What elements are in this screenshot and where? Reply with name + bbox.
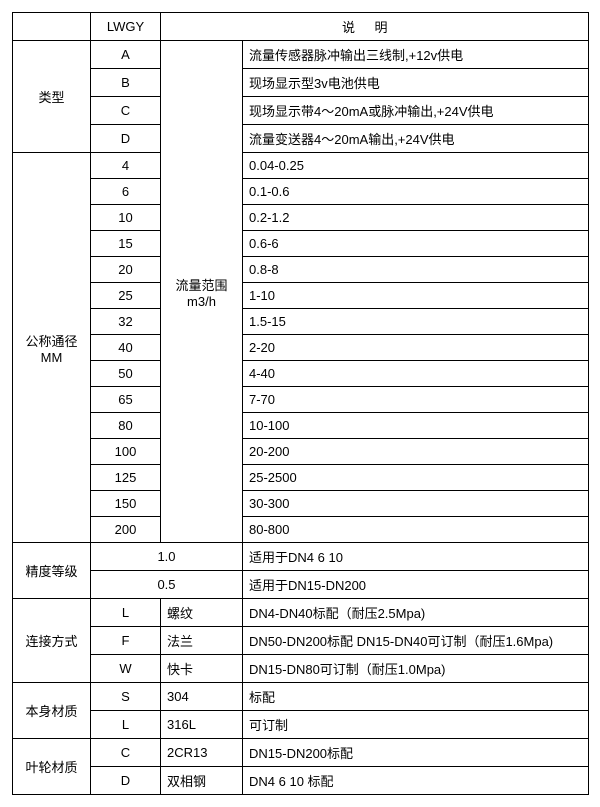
diameter-dn: 80 [91, 413, 161, 439]
header-description: 说明 [161, 13, 589, 41]
body-material-code: L [91, 711, 161, 739]
diameter-dn: 150 [91, 491, 161, 517]
type-desc: 现场显示带4～20mA或脉冲输出,+24V供电 [243, 97, 589, 125]
type-code: B [91, 69, 161, 97]
connection-code: W [91, 655, 161, 683]
body-material-desc: 标配 [243, 683, 589, 711]
flow-range-label-line2: m3/h [187, 294, 216, 309]
connection-code: F [91, 627, 161, 655]
type-desc: 流量传感器脉冲输出三线制,+12v供电 [243, 41, 589, 69]
impeller-material-label: 叶轮材质 [13, 739, 91, 795]
type-code: C [91, 97, 161, 125]
diameter-range: 25-2500 [243, 465, 589, 491]
diameter-range: 2-20 [243, 335, 589, 361]
diameter-range: 1.5-15 [243, 309, 589, 335]
diameter-label: 公称通径 MM [13, 153, 91, 543]
diameter-range: 0.2-1.2 [243, 205, 589, 231]
accuracy-grade: 0.5 [91, 571, 243, 599]
connection-desc: DN50-DN200标配 DN15-DN40可订制（耐压1.6Mpa) [243, 627, 589, 655]
diameter-range: 20-200 [243, 439, 589, 465]
diameter-range: 7-70 [243, 387, 589, 413]
connection-desc: DN4-DN40标配（耐压2.5Mpa) [243, 599, 589, 627]
diameter-range: 0.1-0.6 [243, 179, 589, 205]
diameter-dn: 50 [91, 361, 161, 387]
diameter-dn: 200 [91, 517, 161, 543]
connection-label: 连接方式 [13, 599, 91, 683]
connection-name: 螺纹 [161, 599, 243, 627]
diameter-dn: 4 [91, 153, 161, 179]
body-material-code: S [91, 683, 161, 711]
diameter-range: 80-800 [243, 517, 589, 543]
blank-cell [13, 13, 91, 41]
diameter-dn: 10 [91, 205, 161, 231]
type-desc: 流量变送器4～20mA输出,+24V供电 [243, 125, 589, 153]
diameter-dn: 15 [91, 231, 161, 257]
impeller-material-code: D [91, 767, 161, 795]
diameter-label-line2: MM [41, 350, 63, 365]
body-material-name: 316L [161, 711, 243, 739]
type-code: D [91, 125, 161, 153]
connection-name: 快卡 [161, 655, 243, 683]
type-label: 类型 [13, 41, 91, 153]
type-code: A [91, 41, 161, 69]
connection-code: L [91, 599, 161, 627]
diameter-range: 0.6-6 [243, 231, 589, 257]
flow-range-label: 流量范围 m3/h [161, 41, 243, 543]
body-material-label: 本身材质 [13, 683, 91, 739]
diameter-range: 1-10 [243, 283, 589, 309]
diameter-range: 4-40 [243, 361, 589, 387]
flow-range-label-line1: 流量范围 [175, 278, 227, 293]
type-desc: 现场显示型3v电池供电 [243, 69, 589, 97]
connection-desc: DN15-DN80可订制（耐压1.0Mpa) [243, 655, 589, 683]
diameter-dn: 100 [91, 439, 161, 465]
body-material-desc: 可订制 [243, 711, 589, 739]
impeller-material-name: 双相钢 [161, 767, 243, 795]
diameter-range: 0.8-8 [243, 257, 589, 283]
diameter-dn: 32 [91, 309, 161, 335]
accuracy-desc: 适用于DN4 6 10 [243, 543, 589, 571]
diameter-range: 10-100 [243, 413, 589, 439]
spec-table: LWGY 说明 类型 A 流量范围 m3/h 流量传感器脉冲输出三线制,+12v… [12, 12, 589, 795]
impeller-material-desc: DN4 6 10 标配 [243, 767, 589, 795]
body-material-name: 304 [161, 683, 243, 711]
diameter-range: 30-300 [243, 491, 589, 517]
diameter-range: 0.04-0.25 [243, 153, 589, 179]
header-lwgy: LWGY [91, 13, 161, 41]
diameter-dn: 65 [91, 387, 161, 413]
connection-name: 法兰 [161, 627, 243, 655]
diameter-dn: 125 [91, 465, 161, 491]
diameter-dn: 25 [91, 283, 161, 309]
accuracy-grade: 1.0 [91, 543, 243, 571]
diameter-label-line1: 公称通径 [25, 334, 77, 349]
accuracy-desc: 适用于DN15-DN200 [243, 571, 589, 599]
diameter-dn: 40 [91, 335, 161, 361]
accuracy-label: 精度等级 [13, 543, 91, 599]
diameter-dn: 20 [91, 257, 161, 283]
diameter-dn: 6 [91, 179, 161, 205]
